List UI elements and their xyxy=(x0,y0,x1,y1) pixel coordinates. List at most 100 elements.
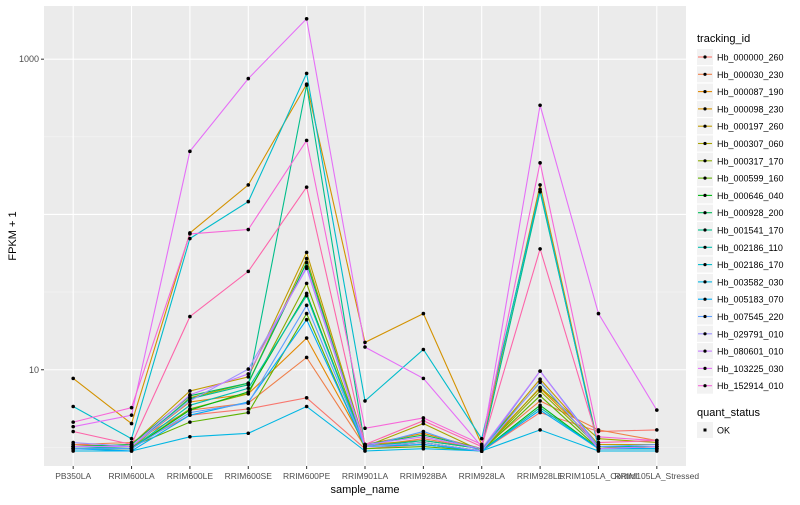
legend-label: Hb_000928_200 xyxy=(717,208,784,218)
data-point xyxy=(304,281,309,286)
data-point xyxy=(304,303,309,308)
data-point xyxy=(304,138,309,143)
data-point xyxy=(655,428,659,432)
data-point xyxy=(538,247,542,251)
data-point xyxy=(304,355,309,360)
x-tick-label: PB350LA xyxy=(55,471,91,481)
data-point xyxy=(538,393,542,398)
data-point xyxy=(304,250,309,255)
x-axis: PB350LA RRIM600LA RRIM600LE RRIM600SE RRIM60… xyxy=(55,466,699,481)
data-point xyxy=(129,442,134,447)
data-point xyxy=(421,435,426,439)
x-tick-label: RRIM105LA_Control xyxy=(559,471,638,481)
data-point xyxy=(129,405,134,410)
data-point xyxy=(596,446,601,451)
data-point xyxy=(304,404,309,409)
data-point xyxy=(655,408,659,412)
data-point xyxy=(363,449,367,453)
legend-label: Hb_029791_010 xyxy=(717,329,784,339)
data-point xyxy=(246,372,251,376)
data-point xyxy=(538,389,542,393)
data-point xyxy=(246,375,251,379)
data-point xyxy=(421,446,426,451)
data-point xyxy=(304,395,309,400)
legend-label: Hb_080601_010 xyxy=(717,347,784,357)
data-point xyxy=(363,426,367,431)
legend-key-dot xyxy=(703,332,707,336)
legend-label: Hb_000098_230 xyxy=(717,104,784,114)
data-point xyxy=(71,440,75,445)
data-point xyxy=(596,435,601,439)
legend-status-dot xyxy=(703,428,707,432)
legend-key-dot xyxy=(703,384,707,388)
data-point xyxy=(246,410,251,415)
data-point xyxy=(304,311,309,316)
data-point xyxy=(363,345,367,349)
legend: tracking_id Hb_000000_260Hb_000030_230Hb… xyxy=(697,33,784,438)
data-point xyxy=(304,293,309,298)
data-point xyxy=(246,367,251,371)
data-point xyxy=(246,390,251,394)
data-point xyxy=(71,429,75,434)
data-point xyxy=(188,410,192,415)
data-point xyxy=(188,420,192,424)
legend-key-dot xyxy=(703,211,707,215)
legend-label: Hb_000087_190 xyxy=(717,87,784,97)
data-point xyxy=(304,83,309,87)
data-point xyxy=(596,311,601,316)
data-point xyxy=(188,403,192,408)
data-point xyxy=(129,413,134,417)
data-point xyxy=(71,404,75,409)
legend-label: Hb_007545_220 xyxy=(717,312,784,322)
x-tick-label: RRIM105LA_Stressed xyxy=(615,471,700,481)
data-point xyxy=(538,187,542,192)
data-point xyxy=(188,408,192,412)
legend-key-dot xyxy=(703,90,707,94)
data-point xyxy=(304,265,309,269)
legend-key-dot xyxy=(703,124,707,128)
y-axis-title: FPKM + 1 xyxy=(7,211,19,260)
data-point xyxy=(596,428,601,432)
data-point xyxy=(421,376,426,381)
data-point xyxy=(421,416,426,420)
legend-label: Hb_003582_030 xyxy=(717,277,784,287)
data-point xyxy=(363,399,367,403)
x-tick-label: RRIM928BA xyxy=(400,471,448,481)
legend-status: OK xyxy=(697,422,730,438)
legend-label: Hb_002186_110 xyxy=(717,243,783,253)
legend-key-dot xyxy=(703,366,707,370)
x-tick-label: RRIM600PE xyxy=(283,471,331,481)
data-point xyxy=(538,385,542,390)
legend-key-dot xyxy=(703,193,707,197)
legend-key-dot xyxy=(703,228,707,232)
data-point xyxy=(188,389,192,393)
x-tick-label: RRIM901LA xyxy=(342,471,389,481)
data-point xyxy=(538,428,542,432)
data-point xyxy=(304,260,309,265)
data-point xyxy=(129,421,134,426)
data-point xyxy=(538,161,542,165)
data-point xyxy=(538,183,542,187)
data-point xyxy=(655,438,659,443)
legend-label: Hb_000030_230 xyxy=(717,70,784,80)
data-point xyxy=(188,314,192,319)
data-point xyxy=(479,436,484,441)
legend-key-dot xyxy=(703,297,707,301)
data-point xyxy=(188,236,192,241)
data-point xyxy=(304,185,309,189)
data-point xyxy=(246,227,251,232)
legend-label: Hb_000307_060 xyxy=(717,139,784,149)
x-tick-label: RRIM600SE xyxy=(225,471,273,481)
legend-key-dot xyxy=(703,245,707,249)
data-point xyxy=(246,401,251,405)
data-point xyxy=(188,232,192,236)
legend-label: Hb_103225_030 xyxy=(717,364,784,374)
data-point xyxy=(421,347,426,352)
data-point xyxy=(129,436,134,441)
data-point xyxy=(655,444,659,449)
data-point xyxy=(304,256,309,261)
data-point xyxy=(304,16,309,21)
legend-label: Hb_000599_160 xyxy=(717,174,784,184)
legend-label: Hb_002186_170 xyxy=(717,260,784,270)
